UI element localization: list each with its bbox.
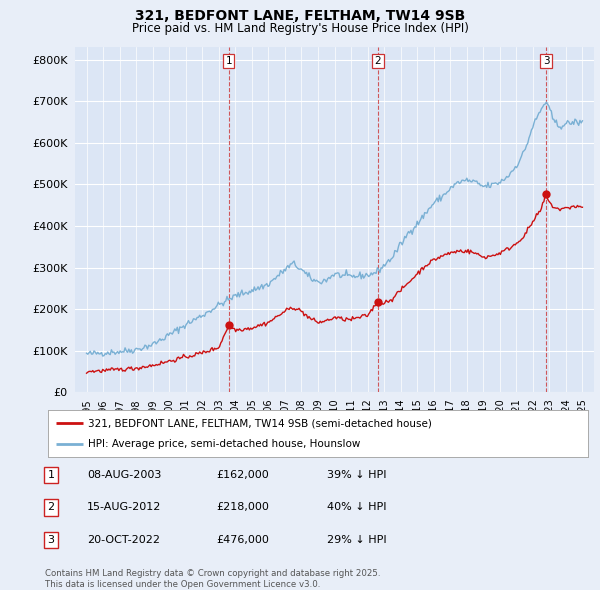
- Text: 3: 3: [543, 56, 550, 66]
- Text: 1: 1: [47, 470, 55, 480]
- Text: 3: 3: [47, 535, 55, 545]
- Text: 39% ↓ HPI: 39% ↓ HPI: [327, 470, 386, 480]
- Text: Price paid vs. HM Land Registry's House Price Index (HPI): Price paid vs. HM Land Registry's House …: [131, 22, 469, 35]
- Text: 2: 2: [47, 503, 55, 512]
- Text: HPI: Average price, semi-detached house, Hounslow: HPI: Average price, semi-detached house,…: [89, 439, 361, 449]
- Text: £218,000: £218,000: [216, 503, 269, 512]
- Text: 29% ↓ HPI: 29% ↓ HPI: [327, 535, 386, 545]
- Text: 321, BEDFONT LANE, FELTHAM, TW14 9SB: 321, BEDFONT LANE, FELTHAM, TW14 9SB: [135, 9, 465, 23]
- Text: 08-AUG-2003: 08-AUG-2003: [87, 470, 161, 480]
- Text: 20-OCT-2022: 20-OCT-2022: [87, 535, 160, 545]
- Text: 2: 2: [374, 56, 381, 66]
- Text: 1: 1: [226, 56, 232, 66]
- Text: 40% ↓ HPI: 40% ↓ HPI: [327, 503, 386, 512]
- Text: £476,000: £476,000: [216, 535, 269, 545]
- Text: Contains HM Land Registry data © Crown copyright and database right 2025.
This d: Contains HM Land Registry data © Crown c…: [45, 569, 380, 589]
- Text: 321, BEDFONT LANE, FELTHAM, TW14 9SB (semi-detached house): 321, BEDFONT LANE, FELTHAM, TW14 9SB (se…: [89, 418, 433, 428]
- Text: £162,000: £162,000: [216, 470, 269, 480]
- Text: 15-AUG-2012: 15-AUG-2012: [87, 503, 161, 512]
